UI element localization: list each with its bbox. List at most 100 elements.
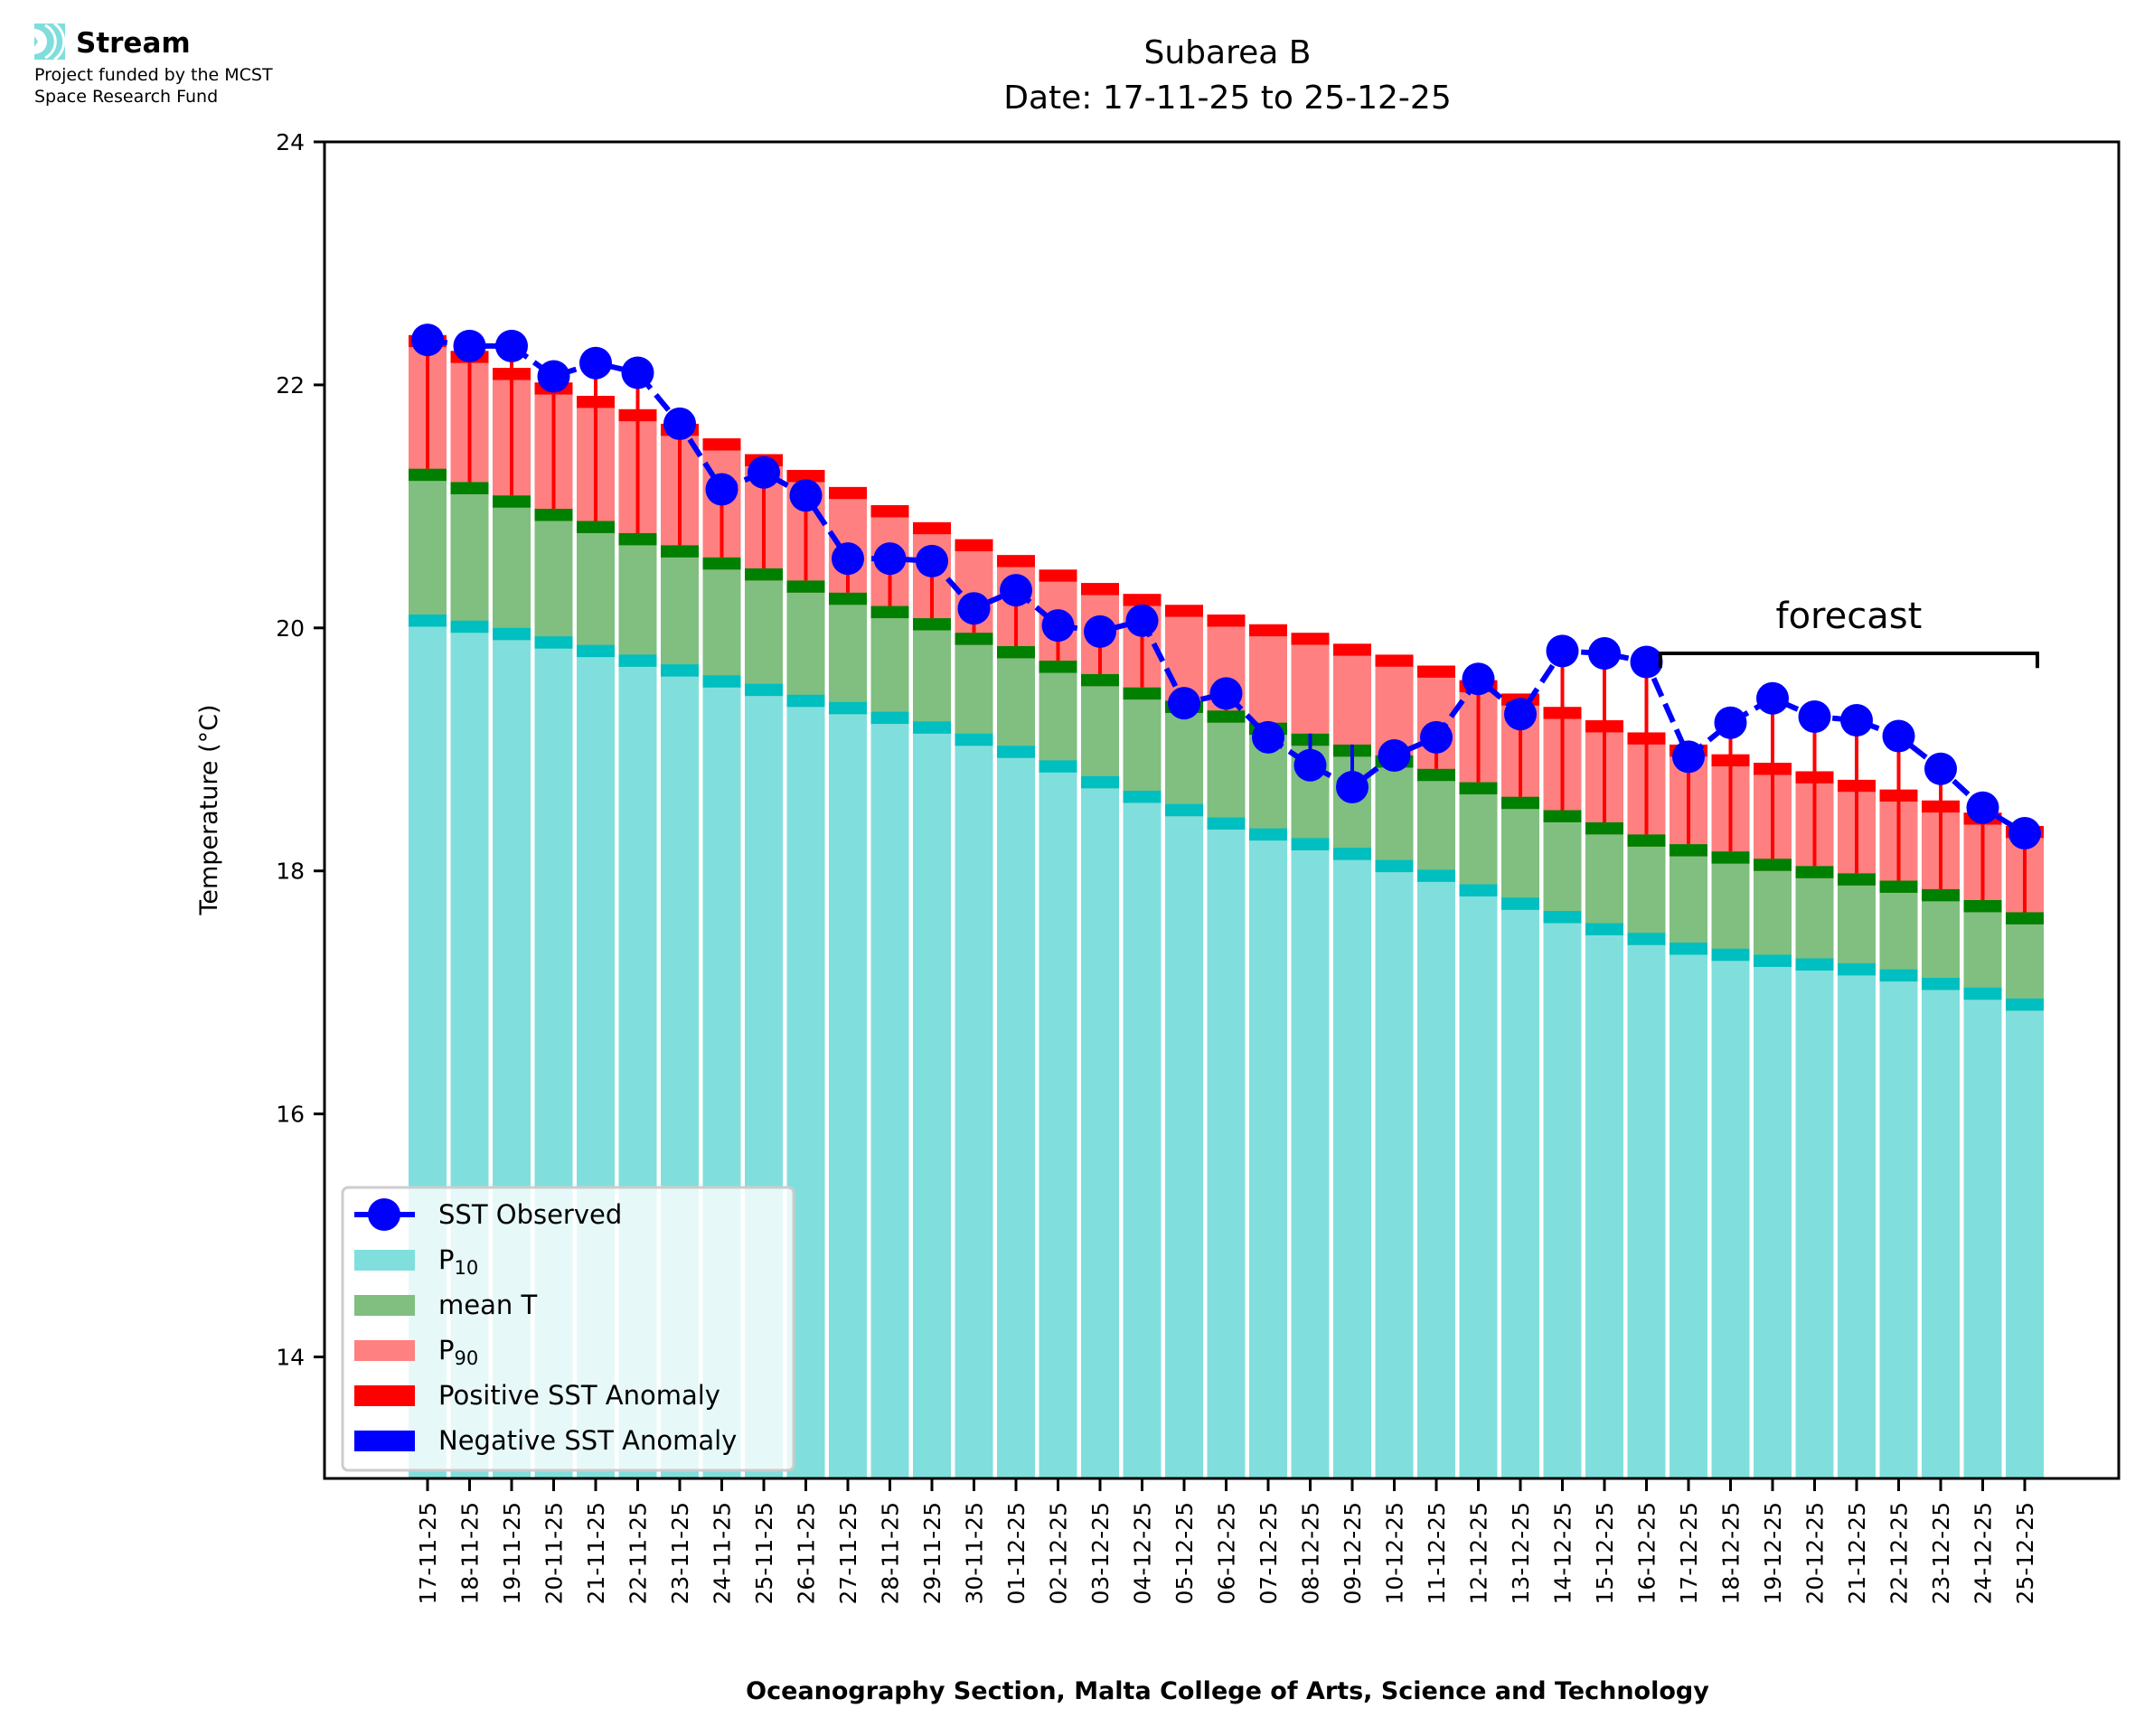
legend-label: Negative SST Anomaly [438, 1425, 737, 1456]
x-tick-label: 22-12-25 [1886, 1502, 1913, 1604]
bar-cap-p10 [661, 664, 699, 677]
bar-cap-mean-t [1754, 859, 1792, 871]
sst-observed-point [1756, 681, 1789, 715]
sst-observed-point [1462, 662, 1495, 696]
legend-box [341, 1186, 795, 1472]
bar-cap-mean-t [1670, 844, 1707, 857]
bar-cap-mean-t [1417, 768, 1455, 782]
bar-cap-mean-t [1459, 782, 1498, 795]
bar-p10 [1123, 802, 1162, 1478]
x-tick-label: 06-12-25 [1214, 1502, 1240, 1604]
bar-p10 [1711, 961, 1750, 1478]
sst-observed-point [495, 329, 528, 362]
x-tick-label: 01-12-25 [1003, 1502, 1030, 1604]
sst-observed-point [1378, 738, 1411, 772]
bar-cap-p10 [1249, 828, 1287, 841]
sst-observed-point [1336, 770, 1369, 803]
bar-cap-p90 [1333, 643, 1371, 656]
sst-observed-point [1966, 791, 1999, 824]
bar-p10 [1501, 909, 1539, 1478]
bar-cap-mean-t [618, 532, 657, 546]
sst-observed-point [1420, 720, 1453, 754]
bar-cap-p10 [745, 683, 783, 697]
bar-cap-p10 [1543, 911, 1582, 924]
bar-cap-p10 [702, 675, 741, 688]
bar-cap-mean-t [786, 580, 825, 593]
x-tick-label: 20-12-25 [1802, 1502, 1829, 1604]
x-tick-label: 24-11-25 [710, 1502, 736, 1604]
sst-observed-point [1882, 719, 1915, 753]
x-tick-label: 17-11-25 [415, 1502, 441, 1604]
x-tick-label: 14-12-25 [1550, 1502, 1576, 1604]
bar-cap-p10 [577, 644, 615, 658]
x-tick-label: 28-11-25 [878, 1502, 904, 1604]
bar-cap-p10 [997, 746, 1035, 758]
y-tick-label: 24 [276, 129, 305, 155]
legend-label-text: Negative SST Anomaly [438, 1425, 737, 1456]
y-tick-label: 16 [276, 1102, 305, 1128]
x-tick-label: 18-11-25 [457, 1502, 484, 1604]
bar-p10 [1459, 896, 1498, 1478]
y-axis-label: Temperature (°C) [195, 704, 223, 915]
sst-observed-point [1840, 704, 1873, 737]
bar-cap-p10 [1838, 962, 1876, 976]
bar-cap-p10 [829, 701, 867, 715]
bar-p10 [2006, 1010, 2044, 1478]
bar-p10 [1081, 788, 1119, 1478]
sst-observed-point [705, 473, 738, 506]
legend-label-text: P [438, 1335, 455, 1365]
bar-cap-mean-t [1543, 810, 1582, 822]
x-tick-label: 02-12-25 [1046, 1502, 1072, 1604]
bar-cap-p10 [1670, 943, 1707, 955]
bar-cap-mean-t [534, 509, 573, 521]
bar-cap-p10 [1207, 817, 1246, 830]
bar-cap-p90 [1291, 633, 1330, 645]
bar-cap-mean-t [1207, 710, 1246, 723]
legend-label: Positive SST Anomaly [438, 1380, 720, 1411]
bar-cap-p10 [786, 694, 825, 708]
x-tick-label: 18-12-25 [1718, 1502, 1745, 1604]
sst-observed-point [663, 407, 696, 440]
bar-cap-p90 [1417, 665, 1455, 678]
bar-cap-p10 [1333, 848, 1371, 860]
axes-frame [323, 140, 2121, 1480]
bar-p10 [1585, 934, 1623, 1478]
x-tick-label: 23-11-25 [667, 1502, 693, 1604]
sst-observed-point [832, 542, 864, 576]
bar-cap-mean-t [745, 568, 783, 581]
bar-cap-p10 [618, 654, 657, 667]
x-tick-label: 07-12-25 [1256, 1502, 1282, 1604]
chart-title: Subarea B [1144, 34, 1312, 71]
bar-cap-p90 [913, 521, 951, 535]
x-tick-label: 12-12-25 [1466, 1502, 1492, 1604]
bar-cap-p10 [1501, 897, 1539, 910]
bar-cap-p90 [997, 555, 1035, 568]
bar-cap-p90 [702, 438, 741, 451]
sst-observed-point [2008, 817, 2041, 850]
x-tick-label: 27-11-25 [835, 1502, 861, 1604]
legend-swatch [354, 1431, 415, 1451]
sst-observed-point [579, 346, 612, 380]
sst-observed-layer [411, 324, 2041, 850]
sst-observed-point [873, 542, 907, 576]
bar-cap-mean-t [450, 482, 489, 494]
bar-cap-mean-t [1922, 888, 1960, 902]
x-tick-label: 25-11-25 [751, 1502, 777, 1604]
bar-p10 [1291, 849, 1330, 1478]
bar-cap-mean-t [1123, 687, 1162, 700]
sst-observed-point [1630, 645, 1663, 679]
bar-cap-mean-t [829, 592, 867, 605]
sst-observed-point [1125, 604, 1159, 637]
sst-observed-point [1588, 637, 1621, 671]
bar-cap-mean-t [2006, 912, 2044, 924]
x-tick-label: 22-11-25 [626, 1502, 652, 1604]
bar-p10 [1627, 944, 1666, 1478]
x-tick-label: 26-11-25 [794, 1502, 820, 1604]
sst-observed-point [916, 544, 948, 577]
bar-cap-p10 [493, 627, 531, 641]
sst-observed-point [1504, 698, 1537, 731]
anomaly-lines-layer [426, 340, 2027, 913]
legend-label: SST Observed [438, 1199, 622, 1230]
bar-p10 [1754, 966, 1792, 1478]
bar-cap-p90 [1375, 654, 1414, 667]
